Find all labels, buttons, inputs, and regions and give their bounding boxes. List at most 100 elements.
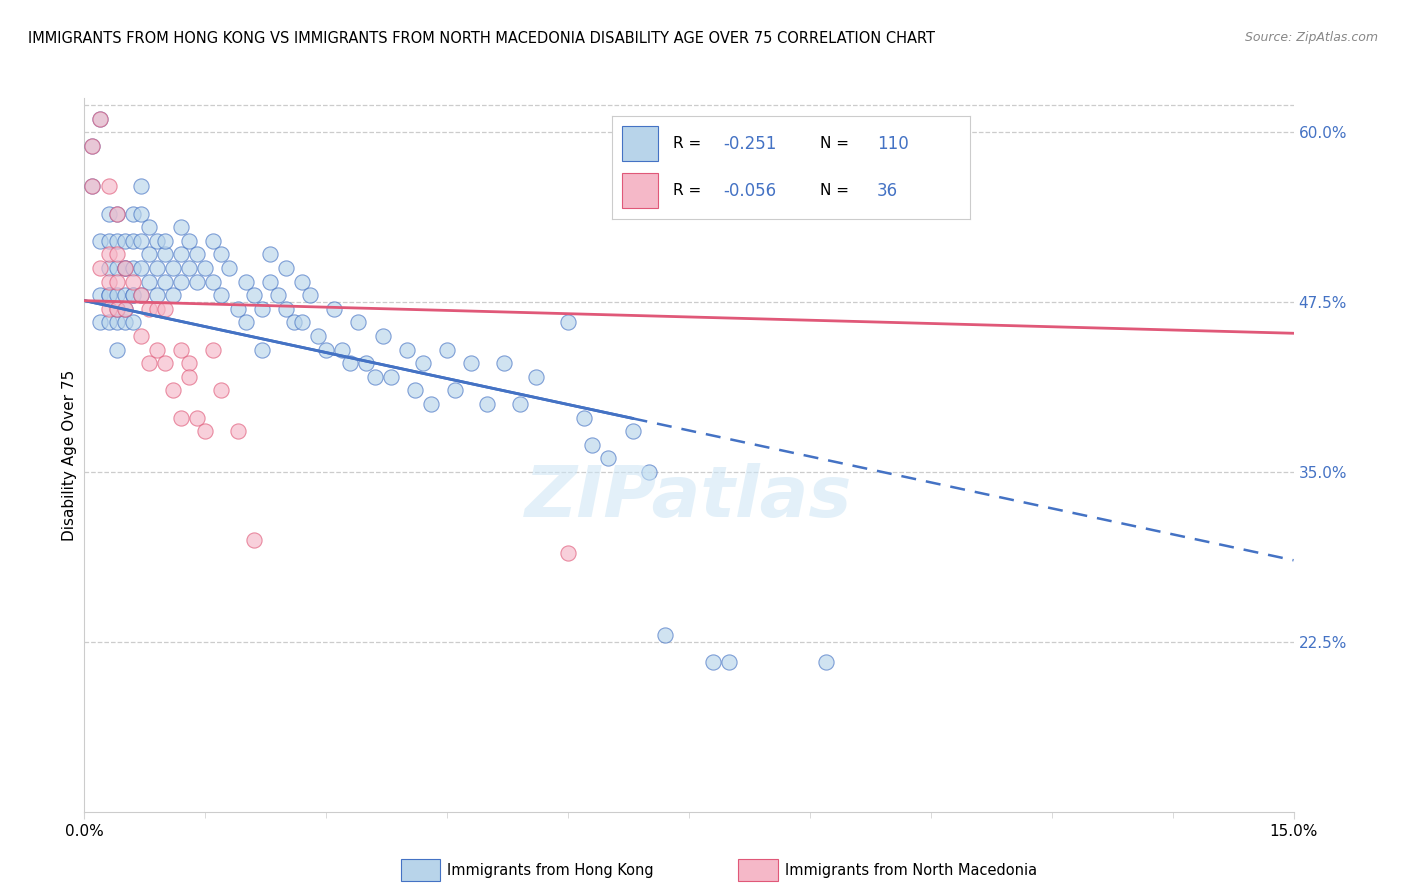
Point bbox=[89, 112, 111, 126]
Point bbox=[242, 533, 264, 547]
Point bbox=[347, 315, 370, 329]
Point bbox=[129, 288, 152, 302]
Point bbox=[572, 410, 595, 425]
Point bbox=[89, 112, 111, 126]
Point bbox=[162, 288, 184, 302]
Point bbox=[436, 343, 458, 357]
Point bbox=[218, 260, 240, 275]
Point bbox=[209, 288, 232, 302]
Text: IMMIGRANTS FROM HONG KONG VS IMMIGRANTS FROM NORTH MACEDONIA DISABILITY AGE OVER: IMMIGRANTS FROM HONG KONG VS IMMIGRANTS … bbox=[28, 31, 935, 46]
Y-axis label: Disability Age Over 75: Disability Age Over 75 bbox=[62, 369, 77, 541]
Point bbox=[179, 369, 201, 384]
Point bbox=[209, 247, 232, 261]
Point bbox=[121, 260, 143, 275]
Point bbox=[412, 356, 434, 370]
Point bbox=[226, 301, 249, 316]
Text: ZIPatlas: ZIPatlas bbox=[526, 463, 852, 533]
Point bbox=[114, 288, 136, 302]
Point bbox=[291, 315, 314, 329]
Point bbox=[146, 301, 169, 316]
Point bbox=[242, 288, 264, 302]
Point bbox=[114, 301, 136, 316]
Point bbox=[283, 315, 305, 329]
Point bbox=[194, 260, 217, 275]
Text: -0.251: -0.251 bbox=[723, 135, 776, 153]
Text: R =: R = bbox=[672, 184, 700, 198]
Point bbox=[509, 397, 531, 411]
Point bbox=[146, 288, 169, 302]
Point bbox=[153, 301, 176, 316]
Point bbox=[114, 234, 136, 248]
Point bbox=[105, 207, 128, 221]
Point bbox=[621, 424, 644, 438]
Point bbox=[105, 234, 128, 248]
Point bbox=[259, 247, 281, 261]
Point bbox=[380, 369, 402, 384]
Point bbox=[129, 260, 152, 275]
Point bbox=[97, 260, 120, 275]
Point bbox=[82, 179, 104, 194]
Point bbox=[105, 301, 128, 316]
Point bbox=[179, 260, 201, 275]
Point bbox=[146, 260, 169, 275]
Point bbox=[170, 220, 193, 235]
Point bbox=[129, 288, 152, 302]
Text: R =: R = bbox=[672, 136, 700, 151]
Point bbox=[299, 288, 322, 302]
Point bbox=[170, 343, 193, 357]
Text: Immigrants from North Macedonia: Immigrants from North Macedonia bbox=[785, 863, 1036, 878]
Point bbox=[879, 179, 901, 194]
Point bbox=[702, 655, 724, 669]
Point bbox=[97, 234, 120, 248]
Point bbox=[82, 179, 104, 194]
Point bbox=[105, 275, 128, 289]
Point bbox=[97, 247, 120, 261]
Point bbox=[153, 234, 176, 248]
Point bbox=[153, 356, 176, 370]
Point bbox=[330, 343, 353, 357]
Point bbox=[879, 193, 901, 207]
Point bbox=[89, 288, 111, 302]
Point bbox=[477, 397, 499, 411]
Point bbox=[557, 546, 579, 560]
Point bbox=[202, 234, 225, 248]
Point bbox=[524, 369, 547, 384]
Point bbox=[129, 234, 152, 248]
Bar bbox=[623, 126, 658, 161]
Text: Immigrants from Hong Kong: Immigrants from Hong Kong bbox=[447, 863, 654, 878]
Point bbox=[186, 410, 208, 425]
Point bbox=[97, 179, 120, 194]
Point bbox=[395, 343, 418, 357]
Point bbox=[97, 288, 120, 302]
Point bbox=[186, 247, 208, 261]
Point bbox=[121, 315, 143, 329]
Point bbox=[105, 301, 128, 316]
Point bbox=[307, 329, 329, 343]
Point bbox=[121, 207, 143, 221]
Point bbox=[114, 260, 136, 275]
Text: -0.056: -0.056 bbox=[723, 182, 776, 200]
Point bbox=[186, 275, 208, 289]
Point bbox=[202, 343, 225, 357]
Point bbox=[460, 356, 482, 370]
Point bbox=[814, 655, 837, 669]
Point bbox=[138, 301, 160, 316]
Point bbox=[153, 275, 176, 289]
Point bbox=[114, 260, 136, 275]
Point bbox=[97, 288, 120, 302]
Point bbox=[557, 315, 579, 329]
Point bbox=[598, 451, 620, 466]
Point bbox=[153, 247, 176, 261]
Point bbox=[121, 275, 143, 289]
Point bbox=[146, 234, 169, 248]
Point bbox=[138, 247, 160, 261]
Point bbox=[105, 315, 128, 329]
Point bbox=[138, 220, 160, 235]
Point bbox=[105, 260, 128, 275]
Point bbox=[420, 397, 443, 411]
Point bbox=[114, 260, 136, 275]
Point bbox=[250, 343, 273, 357]
Point bbox=[97, 315, 120, 329]
Point bbox=[179, 234, 201, 248]
Point bbox=[226, 424, 249, 438]
